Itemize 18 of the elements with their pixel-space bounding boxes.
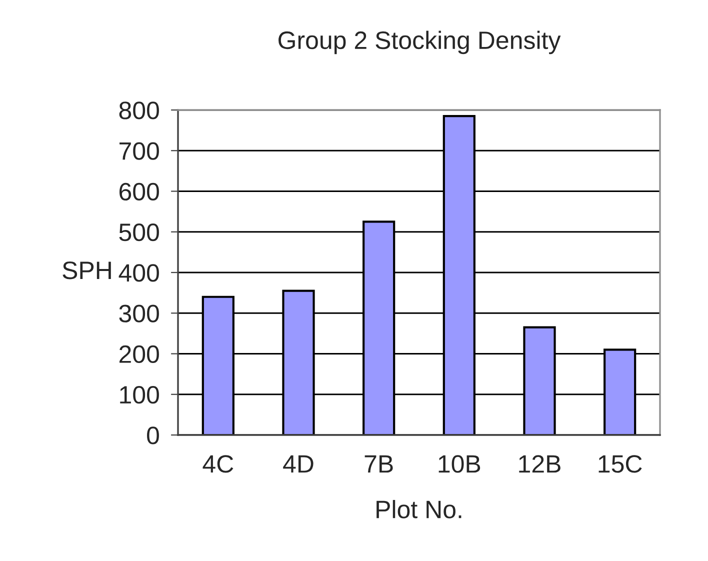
y-tick-label: 200 [119, 345, 159, 364]
x-tick-label: 10B [438, 455, 480, 473]
y-tick-label: 500 [119, 223, 159, 242]
x-tick-label: 15C [598, 455, 642, 473]
x-tick-label: 12B [519, 455, 560, 473]
x-tick-label: 7B [364, 455, 393, 473]
y-tick-label: 0 [147, 426, 159, 444]
y-tick-label: 100 [120, 386, 159, 404]
y-tick-label: 800 [119, 102, 159, 120]
x-tick-label: 4D [283, 455, 314, 473]
y-tick-label: 600 [120, 182, 159, 201]
y-tick-label: 400 [118, 264, 159, 282]
y-tick-label: 300 [119, 304, 159, 322]
chart-title: Group 2 Stocking Density [278, 30, 561, 54]
x-axis-title: Plot No. [376, 500, 462, 518]
y-axis-title: SPH [62, 262, 111, 280]
y-tick-label: 700 [120, 142, 159, 160]
x-tick-label: 4C [202, 455, 234, 473]
